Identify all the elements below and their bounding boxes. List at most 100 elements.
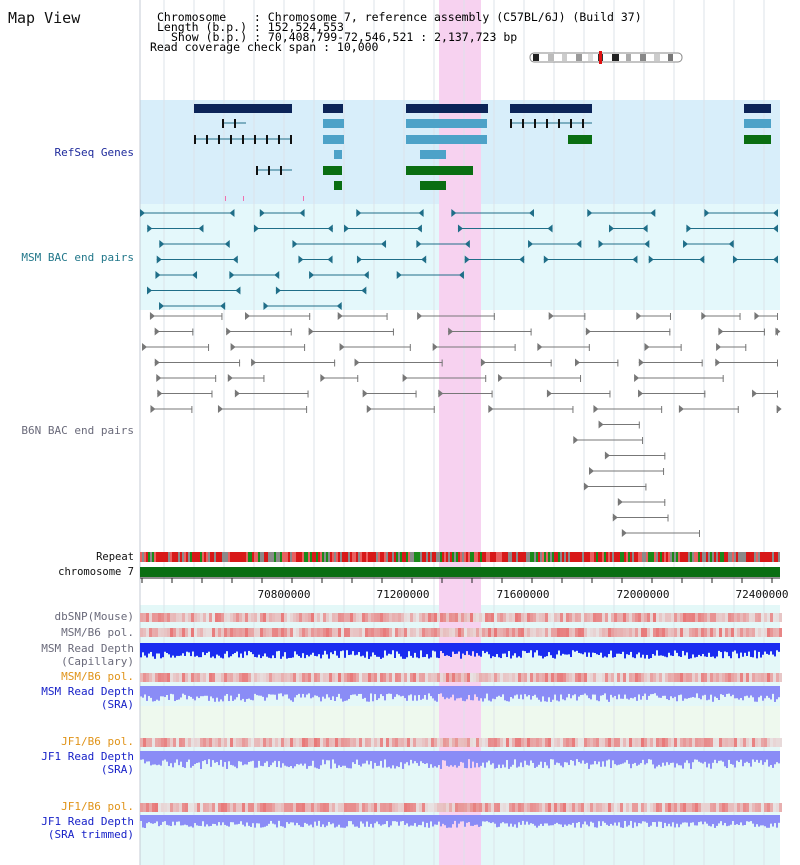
b6n-bac-end-marker [156, 374, 162, 382]
msm-bac-end-pairs-label[interactable]: MSM BAC end pairs [21, 251, 134, 264]
repeat-segment [550, 552, 552, 562]
msm-b6-pol-band [311, 628, 314, 637]
b6n-bac-end-marker [392, 328, 394, 336]
jf1-b6-pol-band [395, 738, 398, 747]
msm-read-depth-capillary-bar [290, 643, 292, 658]
msm-read-depth-capillary-bar [580, 643, 582, 654]
msm-b6-pol-sra-band [482, 673, 485, 682]
msm-read-depth-sra-bar [376, 686, 378, 701]
repeat-segment [608, 552, 610, 562]
msm-read-depth-sra-bar [718, 686, 720, 701]
msm-read-depth-sra-bar [316, 686, 318, 696]
jf1-b6-pol-band [620, 738, 623, 747]
msm-b6-pol-sra-label[interactable]: MSM/B6 pol. [61, 670, 134, 683]
msm-read-depth-sra-bar [502, 686, 504, 695]
jf1-b6-pol-band [140, 738, 143, 747]
jf1-b6-pol-band [509, 738, 512, 747]
msm-read-depth-sra-label[interactable]: MSM Read Depth [41, 685, 134, 698]
repeat-segment [580, 552, 582, 562]
repeat-segment [710, 552, 712, 562]
msm-read-depth-capillary-bar [746, 643, 748, 656]
msm-b6-pol-band [542, 628, 545, 637]
jf1-read-depth-trimmed-bar [542, 815, 544, 826]
msm-read-depth-capillary-bar [212, 643, 214, 657]
repeat-segment [438, 552, 440, 562]
dbsnp-band [458, 613, 461, 622]
dbsnp-band [374, 613, 377, 622]
jf1-b6-pol-band [242, 738, 245, 747]
jf1-read-depth-trimmed-bar [282, 815, 284, 827]
msm-read-depth-capillary-bar [256, 643, 258, 658]
jf1-b6-pol-trimmed-band [614, 803, 617, 812]
b6n-bac-end-marker [307, 390, 309, 398]
jf1-b6-pol-trimmed-label[interactable]: JF1/B6 pol. [61, 800, 134, 813]
jf1-read-depth-sra-bar [536, 751, 538, 767]
jf1-read-depth-sra-bar [428, 751, 430, 768]
msm-b6-pol-sra-band [395, 673, 398, 682]
repeat-segment [564, 552, 566, 562]
repeat-segment [446, 552, 448, 562]
jf1-read-depth-trimmed-bar [460, 815, 462, 822]
jf1-b6-pol-label[interactable]: JF1/B6 pol. [61, 735, 134, 748]
repeat-segment [236, 552, 238, 562]
msm-read-depth-capillary-bar [736, 643, 738, 654]
msm-read-depth-sra-bar [246, 686, 248, 700]
repeat-segment [456, 552, 458, 562]
jf1-read-depth-trimmed-bar [700, 815, 702, 822]
dbsnp-band [401, 613, 404, 622]
dbsnp-label[interactable]: dbSNP(Mouse) [54, 610, 134, 623]
jf1-b6-pol-band [725, 738, 728, 747]
jf1-b6-pol-band [425, 738, 428, 747]
msm-read-depth-capillary-bar [462, 643, 464, 654]
msm-read-depth-sra-bar [732, 686, 734, 695]
dbsnp-band [617, 613, 620, 622]
msm-b6-pol-band [293, 628, 296, 637]
msm-read-depth-capillary-bar [492, 643, 494, 657]
jf1-b6-pol-band [260, 738, 263, 747]
msm-read-depth-sra-bar [184, 686, 186, 695]
repeat-segment [220, 552, 222, 562]
jf1-b6-pol-trimmed-band [650, 803, 653, 812]
repeat-segment [204, 552, 206, 562]
jf1-b6-pol-band [266, 738, 269, 747]
msm-read-depth-sra-bar [224, 686, 226, 696]
msm-b6-pol-band [176, 628, 179, 637]
repeat-segment [678, 552, 680, 562]
jf1-b6-pol-band [374, 738, 377, 747]
msm-b6-pol-label[interactable]: MSM/B6 pol. [61, 626, 134, 639]
dbsnp-band [176, 613, 179, 622]
dbsnp-band [698, 613, 701, 622]
msm-bac-end-marker [421, 255, 427, 264]
msm-read-depth-sra-bar [262, 686, 264, 697]
jf1-b6-pol-band [692, 738, 695, 747]
jf1-read-depth-trimmed-bar [762, 815, 764, 826]
jf1-b6-pol-band [548, 738, 551, 747]
jf1-b6-pol-band [305, 738, 308, 747]
jf1-read-depth-trimmed-bar [598, 815, 600, 822]
jf1-read-depth-trimmed-bar [630, 815, 632, 821]
repeat-segment [486, 552, 488, 562]
repeat-segment [598, 552, 600, 562]
b6n-bac-end-pairs-label[interactable]: B6N BAC end pairs [21, 424, 134, 437]
jf1-b6-pol-trimmed-band [146, 803, 149, 812]
msm-read-depth-capillary-bar [408, 643, 410, 652]
repeat-segment [424, 552, 426, 562]
msm-b6-pol-band [440, 628, 443, 637]
jf1-read-depth-sra-bar [608, 751, 610, 760]
jf1-read-depth-sra-label[interactable]: JF1 Read Depth [41, 750, 134, 763]
msm-read-depth-capillary-label[interactable]: MSM Read Depth [41, 642, 134, 655]
refseq-genes-label[interactable]: RefSeq Genes [54, 146, 134, 159]
msm-read-depth-capillary-bar [464, 643, 466, 656]
msm-read-depth-capillary-bar [402, 643, 404, 659]
repeat-segment [770, 552, 772, 562]
jf1-read-depth-sra-bar [734, 751, 736, 768]
jf1-read-depth-sra-bar [628, 751, 630, 764]
msm-b6-pol-band [425, 628, 428, 637]
msm-b6-pol-sra-band [563, 673, 566, 682]
msm-read-depth-sra-bar [342, 686, 344, 702]
jf1-read-depth-trimmed-label[interactable]: JF1 Read Depth [41, 815, 134, 828]
msm-bac-end-marker [632, 255, 638, 264]
repeat-segment [544, 552, 546, 562]
jf1-read-depth-sra-bar [252, 751, 254, 761]
